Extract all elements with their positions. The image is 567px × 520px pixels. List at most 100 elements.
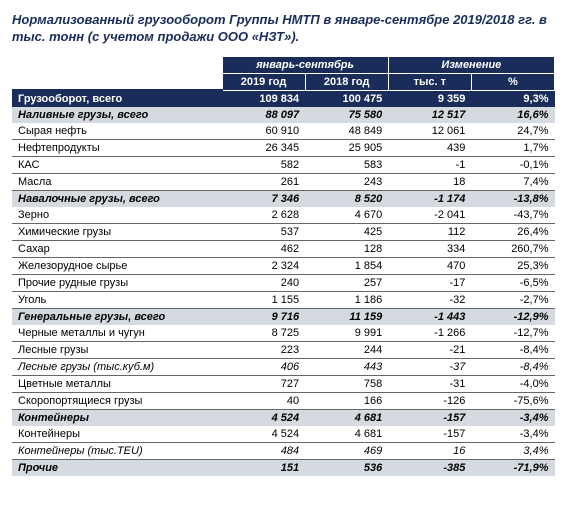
table-row: Скоропортящиеся грузы40166-126-75,6% (12, 393, 555, 410)
table-row: Черные металлы и чугун8 7259 991-1 266-1… (12, 325, 555, 342)
cell-value: 112 (388, 224, 471, 241)
row-label: КАС (12, 157, 222, 174)
cell-value: 9,3% (471, 90, 554, 107)
cell-value: 260,7% (471, 241, 554, 258)
cell-value: 4 681 (305, 410, 388, 427)
row-label: Черные металлы и чугун (12, 325, 222, 342)
table-row: Сахар462128334260,7% (12, 241, 555, 258)
cell-value: 88 097 (222, 107, 305, 123)
cell-value: 758 (305, 376, 388, 393)
table-row: Контейнеры4 5244 681-157-3,4% (12, 410, 555, 427)
row-label: Нефтепродукты (12, 140, 222, 157)
row-label: Уголь (12, 292, 222, 309)
cell-value: -8,4% (471, 342, 554, 359)
cell-value: -4,0% (471, 376, 554, 393)
col-2019: 2019 год (222, 73, 305, 90)
cell-value: 1,7% (471, 140, 554, 157)
cell-value: 75 580 (305, 107, 388, 123)
table-row: Масла261243187,4% (12, 174, 555, 191)
header-period: январь-сентябрь (222, 56, 388, 73)
cell-value: 537 (222, 224, 305, 241)
cargo-table: январь-сентябрь Изменение 2019 год 2018 … (12, 56, 555, 477)
cell-value: 462 (222, 241, 305, 258)
row-label: Лесные грузы (12, 342, 222, 359)
cell-value: -3,4% (471, 426, 554, 443)
table-row: Наливные грузы, всего88 09775 58012 5171… (12, 107, 555, 123)
cell-value: 26,4% (471, 224, 554, 241)
table-row: Генеральные грузы, всего9 71611 159-1 44… (12, 309, 555, 326)
header-change: Изменение (388, 56, 554, 73)
table-row: Прочие рудные грузы240257-17-6,5% (12, 275, 555, 292)
cell-value: 443 (305, 359, 388, 376)
cell-value: 40 (222, 393, 305, 410)
cell-value: 406 (222, 359, 305, 376)
cell-value: -1 (388, 157, 471, 174)
cell-value: -2,7% (471, 292, 554, 309)
cell-value: 3,4% (471, 443, 554, 460)
cell-value: 261 (222, 174, 305, 191)
row-label: Масла (12, 174, 222, 191)
row-label: Зерно (12, 207, 222, 224)
row-label: Прочие (12, 460, 222, 477)
cell-value: 582 (222, 157, 305, 174)
row-label: Сырая нефть (12, 123, 222, 140)
cell-value: 470 (388, 258, 471, 275)
cell-value: 7 346 (222, 191, 305, 208)
row-label: Железорудное сырье (12, 258, 222, 275)
cell-value: 1 854 (305, 258, 388, 275)
cell-value: -1 174 (388, 191, 471, 208)
cell-value: -157 (388, 426, 471, 443)
cell-value: 11 159 (305, 309, 388, 326)
table-row: Лесные грузы223244-21-8,4% (12, 342, 555, 359)
cell-value: 12 061 (388, 123, 471, 140)
table-row: Цветные металлы727758-31-4,0% (12, 376, 555, 393)
cell-value: -1 443 (388, 309, 471, 326)
cell-value: 243 (305, 174, 388, 191)
cell-value: 334 (388, 241, 471, 258)
row-label: Химические грузы (12, 224, 222, 241)
cell-value: 4 670 (305, 207, 388, 224)
cell-value: 18 (388, 174, 471, 191)
row-label: Контейнеры (12, 410, 222, 427)
row-label: Сахар (12, 241, 222, 258)
cell-value: -43,7% (471, 207, 554, 224)
row-label: Генеральные грузы, всего (12, 309, 222, 326)
cell-value: 16 (388, 443, 471, 460)
cell-value: -71,9% (471, 460, 554, 477)
row-label: Грузооборот, всего (12, 90, 222, 107)
cell-value: -157 (388, 410, 471, 427)
cell-value: 26 345 (222, 140, 305, 157)
cell-value: 8 725 (222, 325, 305, 342)
table-row: Зерно2 6284 670-2 041-43,7% (12, 207, 555, 224)
cell-value: 536 (305, 460, 388, 477)
cell-value: -17 (388, 275, 471, 292)
row-label: Навалочные грузы, всего (12, 191, 222, 208)
table-row: Навалочные грузы, всего7 3468 520-1 174-… (12, 191, 555, 208)
cell-value: -0,1% (471, 157, 554, 174)
col-2018: 2018 год (305, 73, 388, 90)
table-row: Железорудное сырье2 3241 85447025,3% (12, 258, 555, 275)
cell-value: 4 681 (305, 426, 388, 443)
cell-value: 9 716 (222, 309, 305, 326)
cell-value: -21 (388, 342, 471, 359)
cell-value: 25 905 (305, 140, 388, 157)
row-label: Скоропортящиеся грузы (12, 393, 222, 410)
cell-value: 8 520 (305, 191, 388, 208)
row-label: Лесные грузы (тыс.куб.м) (12, 359, 222, 376)
table-row: Прочие151536-385-71,9% (12, 460, 555, 477)
cell-value: 109 834 (222, 90, 305, 107)
cell-value: 1 186 (305, 292, 388, 309)
cell-value: 1 155 (222, 292, 305, 309)
cell-value: 12 517 (388, 107, 471, 123)
cell-value: -1 266 (388, 325, 471, 342)
cell-value: 223 (222, 342, 305, 359)
col-pct: % (471, 73, 554, 90)
cell-value: 24,7% (471, 123, 554, 140)
cell-value: 484 (222, 443, 305, 460)
cell-value: 128 (305, 241, 388, 258)
cell-value: -12,9% (471, 309, 554, 326)
cell-value: 425 (305, 224, 388, 241)
cell-value: 439 (388, 140, 471, 157)
row-label: Цветные металлы (12, 376, 222, 393)
table-row: Сырая нефть60 91048 84912 06124,7% (12, 123, 555, 140)
